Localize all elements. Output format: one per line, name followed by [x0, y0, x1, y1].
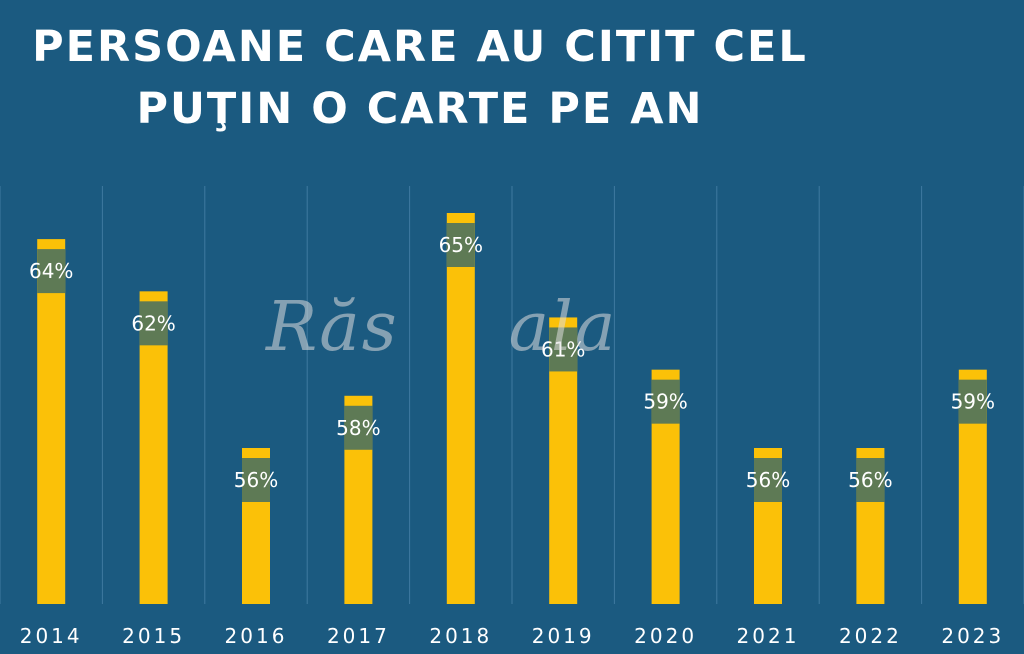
x-tick-label: 2021: [737, 624, 800, 648]
data-label: 61%: [541, 337, 585, 361]
data-label: 59%: [643, 390, 687, 414]
value-label-band: [242, 458, 270, 502]
bar-2018: [446, 213, 475, 604]
x-tick-label: 2020: [634, 624, 697, 648]
value-label-band: [754, 458, 782, 502]
x-tick-label: 2015: [122, 624, 185, 648]
chart-title-line-2: PUŢIN O CARTE PE AN: [136, 84, 704, 134]
value-label-band: [958, 379, 987, 424]
x-tick-label: 2017: [327, 624, 390, 648]
data-label: 56%: [746, 468, 790, 492]
data-label: 56%: [234, 468, 278, 492]
data-label: 65%: [439, 233, 483, 257]
value-label-band: [344, 405, 373, 450]
value-label-band: [651, 379, 680, 424]
data-label: 59%: [951, 390, 995, 414]
value-label-band: [37, 249, 66, 294]
x-tick-label: 2018: [429, 624, 492, 648]
data-label: 58%: [336, 416, 380, 440]
x-tick-label: 2022: [839, 624, 902, 648]
value-label-band: [549, 327, 578, 372]
value-label-band: [446, 223, 475, 267]
value-label-band: [856, 458, 885, 502]
data-label: 64%: [29, 259, 73, 283]
x-tick-label: 2016: [225, 624, 288, 648]
x-tick-label: 2019: [532, 624, 595, 648]
value-label-band: [139, 301, 168, 346]
chart-title-line-1: PERSOANE CARE AU CITIT CEL: [32, 22, 808, 72]
chart-title: PERSOANE CARE AU CITIT CEL PUŢIN O CARTE…: [0, 16, 840, 140]
x-tick-label: 2014: [20, 624, 83, 648]
bar-2014: [37, 239, 66, 604]
x-tick-label: 2023: [941, 624, 1004, 648]
data-label: 56%: [848, 468, 892, 492]
data-label: 62%: [131, 311, 175, 335]
